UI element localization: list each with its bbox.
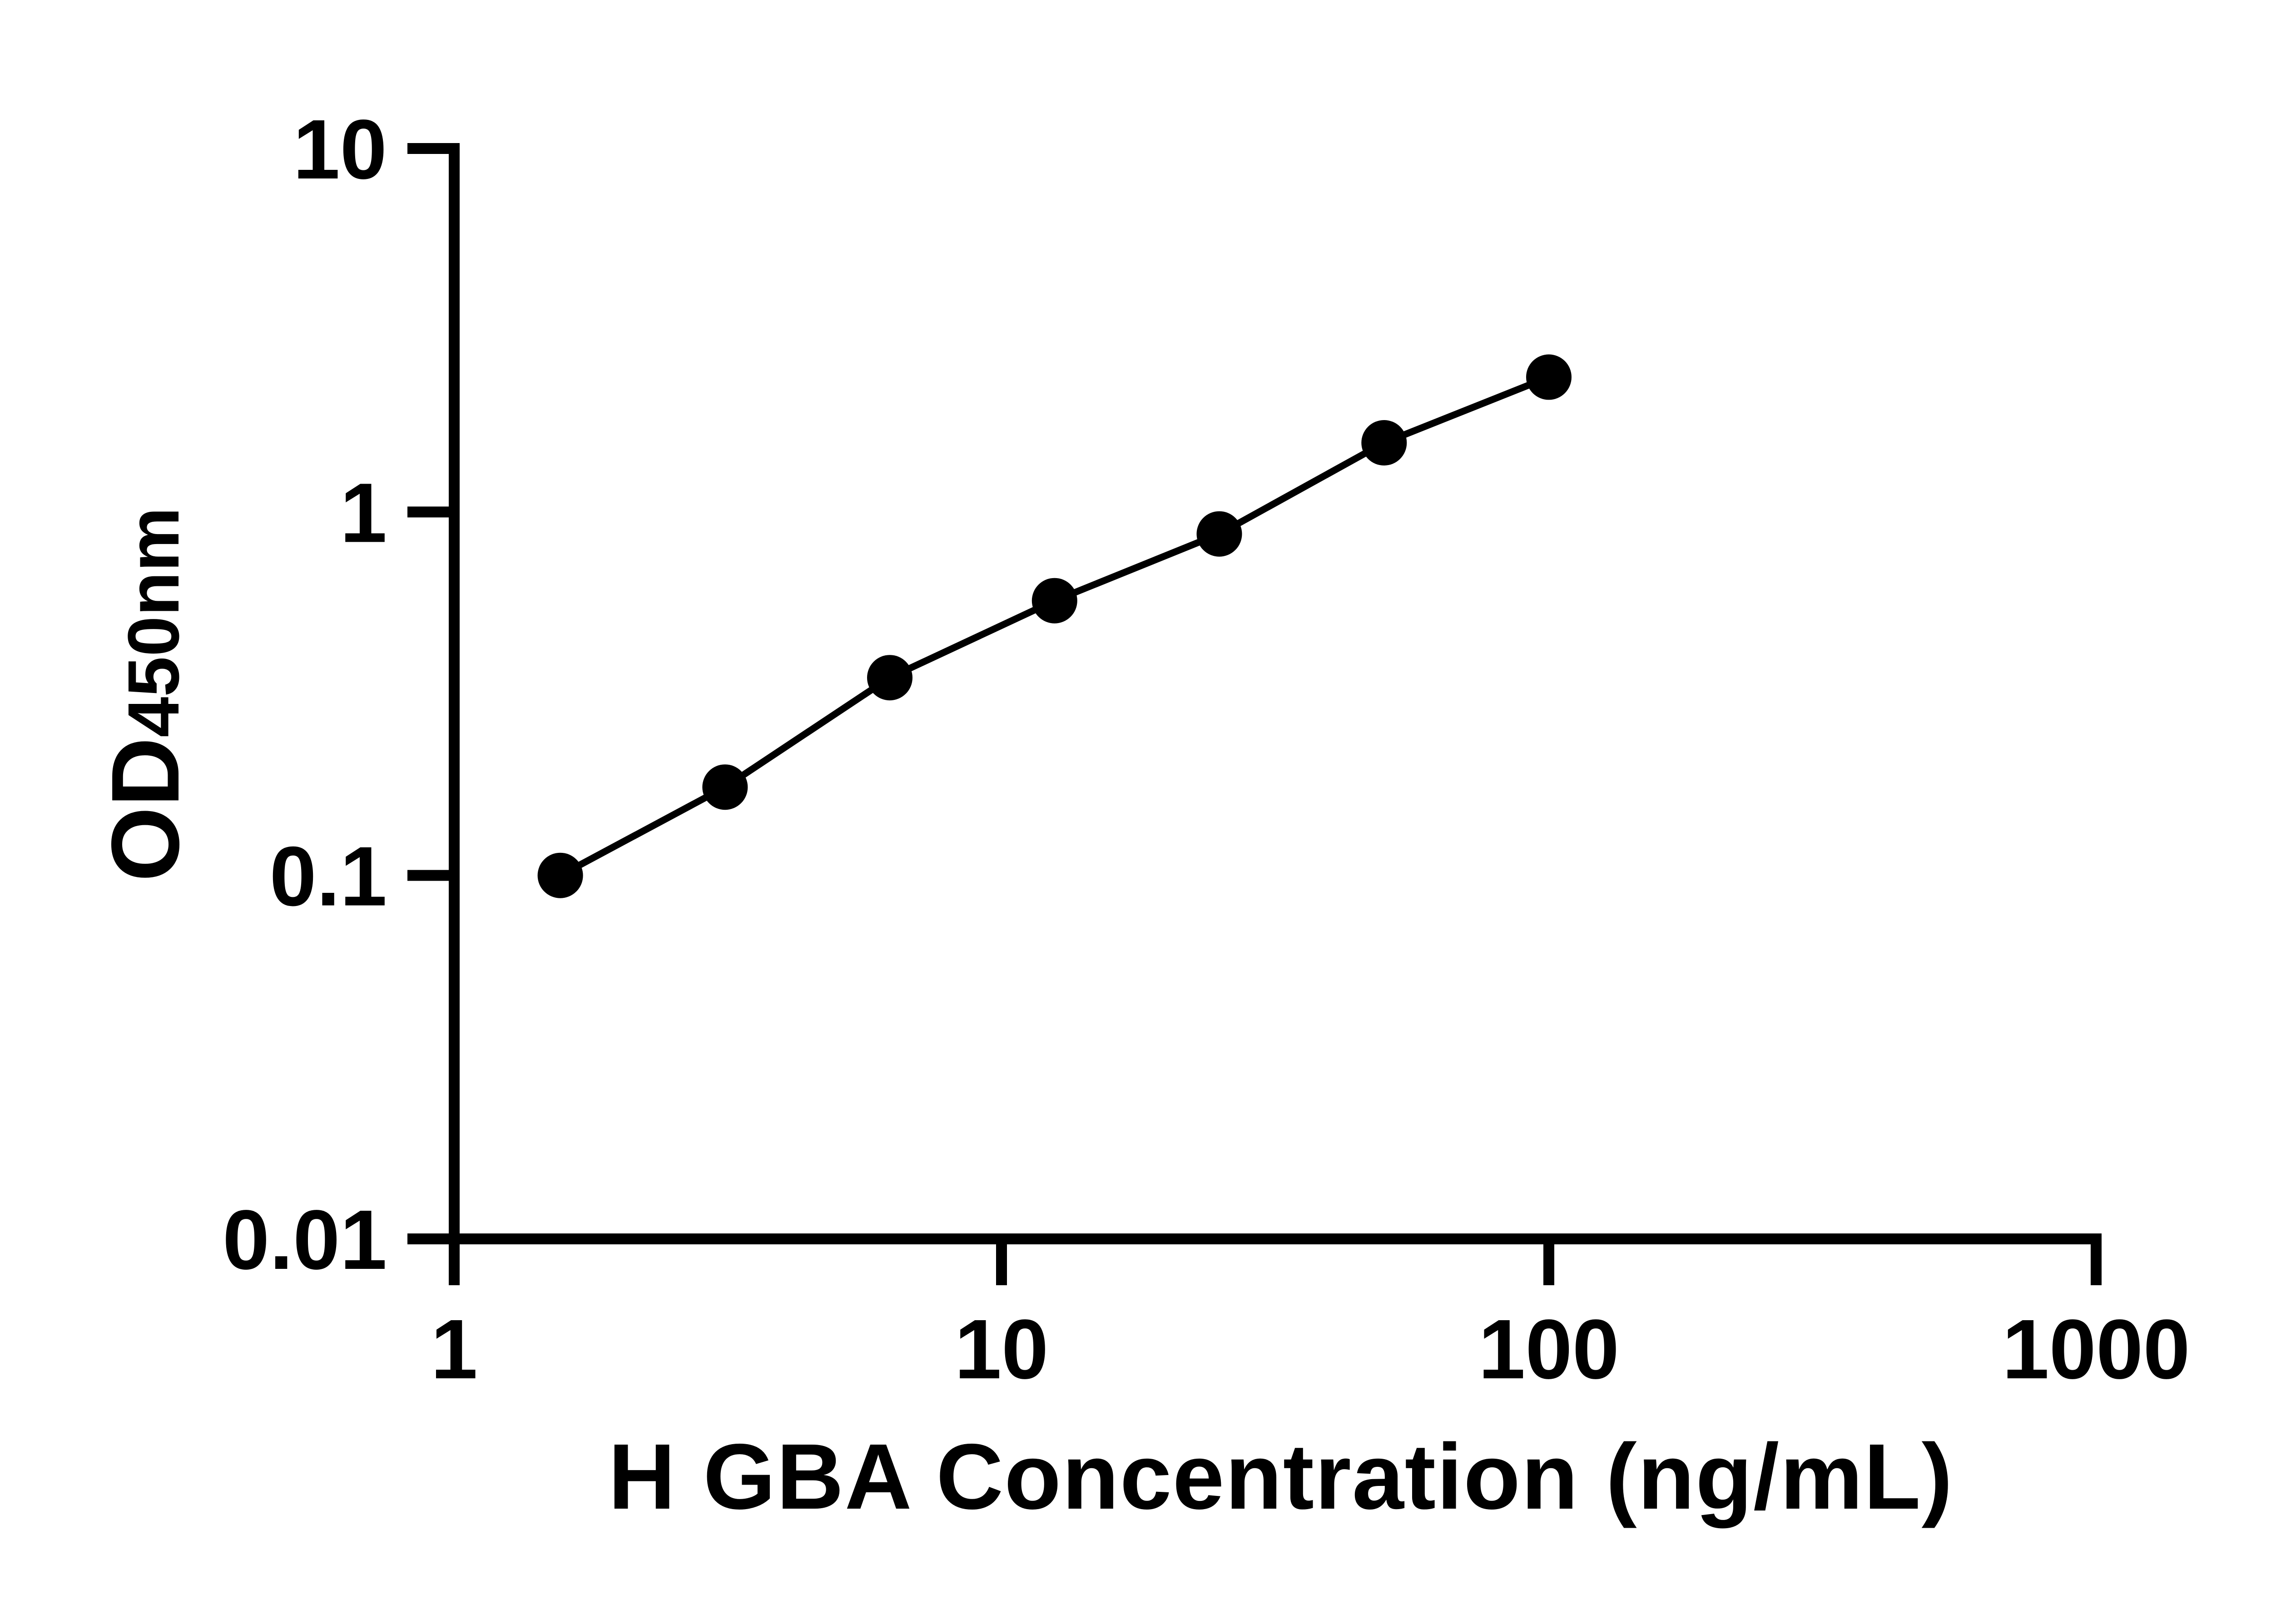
y-axis-title-subscript: 450nm	[113, 507, 194, 738]
x-tick-label: 1	[431, 1302, 477, 1396]
x-axis-ticks: 1 10 100 1000	[431, 1239, 2190, 1396]
data-point	[537, 852, 583, 898]
data-point	[1031, 578, 1077, 624]
data-series	[537, 354, 1572, 898]
y-axis-ticks: 0.01 0.1 1 10	[223, 103, 460, 1287]
x-tick-label: 10	[955, 1302, 1049, 1396]
y-axis-title-main: OD	[91, 737, 199, 881]
y-tick-label: 0.01	[223, 1193, 387, 1287]
x-tick-label: 1000	[2002, 1302, 2190, 1396]
x-tick-label: 100	[1478, 1302, 1619, 1396]
data-point	[1361, 420, 1407, 465]
y-axis-title: OD450nm	[91, 507, 199, 882]
x-axis-title: H GBA Concentration (ng/mL)	[608, 1425, 1954, 1529]
data-points	[537, 354, 1572, 898]
data-point	[867, 655, 912, 701]
y-tick-label: 10	[293, 103, 387, 197]
data-point	[1526, 354, 1572, 400]
data-point	[1196, 511, 1242, 557]
y-tick-label: 1	[340, 466, 387, 560]
axes: 1 10 100 1000 0.01 0.1 1 10	[223, 103, 2190, 1396]
y-tick-label: 0.1	[269, 830, 387, 924]
data-point	[702, 764, 748, 810]
